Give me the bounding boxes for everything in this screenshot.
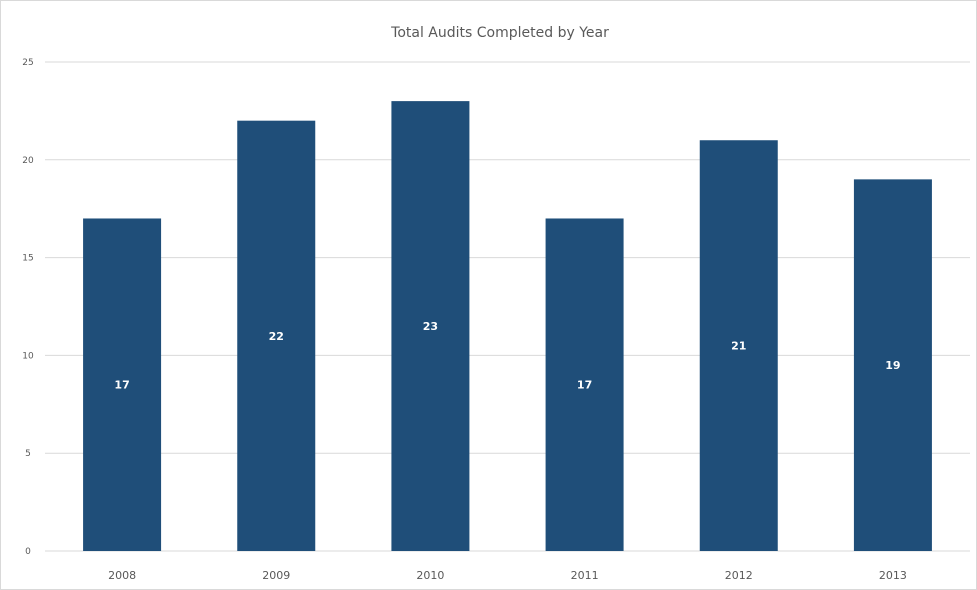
bar-2009	[237, 120, 316, 552]
x-tick-label-2008: 2008	[108, 569, 136, 582]
bar-2008	[83, 218, 162, 552]
x-tick-label-2013: 2013	[879, 569, 907, 582]
chart-title: Total Audits Completed by Year	[390, 25, 609, 41]
bar-2012	[699, 140, 778, 552]
bars: 17 22 23 17 21 19	[83, 101, 932, 552]
data-label-2011: 17	[577, 379, 592, 392]
data-label-2013: 19	[885, 359, 900, 372]
y-tick-label: 15	[22, 254, 33, 264]
y-tick-label: 25	[22, 58, 33, 68]
x-tick-label-2012: 2012	[725, 569, 753, 582]
bar-2013	[853, 179, 932, 552]
bar-2011	[545, 218, 624, 552]
y-tick-label: 20	[22, 156, 34, 166]
bar-2010	[391, 101, 470, 552]
data-label-2009: 22	[269, 330, 284, 343]
x-tick-label-2011: 2011	[571, 569, 599, 582]
data-label-2012: 21	[731, 340, 746, 353]
y-tick-label: 10	[22, 351, 34, 361]
gridlines	[45, 61, 970, 552]
data-label-2008: 17	[114, 379, 129, 392]
y-tick-label: 5	[25, 449, 31, 459]
x-axis: 2008 2009 2010 2011 2012 2013	[108, 569, 907, 582]
x-tick-label-2010: 2010	[416, 569, 444, 582]
x-tick-label-2009: 2009	[262, 569, 290, 582]
y-axis: 0 5 10 15 20 25	[22, 58, 34, 557]
data-label-2010: 23	[423, 320, 438, 333]
y-tick-label: 0	[25, 547, 31, 557]
